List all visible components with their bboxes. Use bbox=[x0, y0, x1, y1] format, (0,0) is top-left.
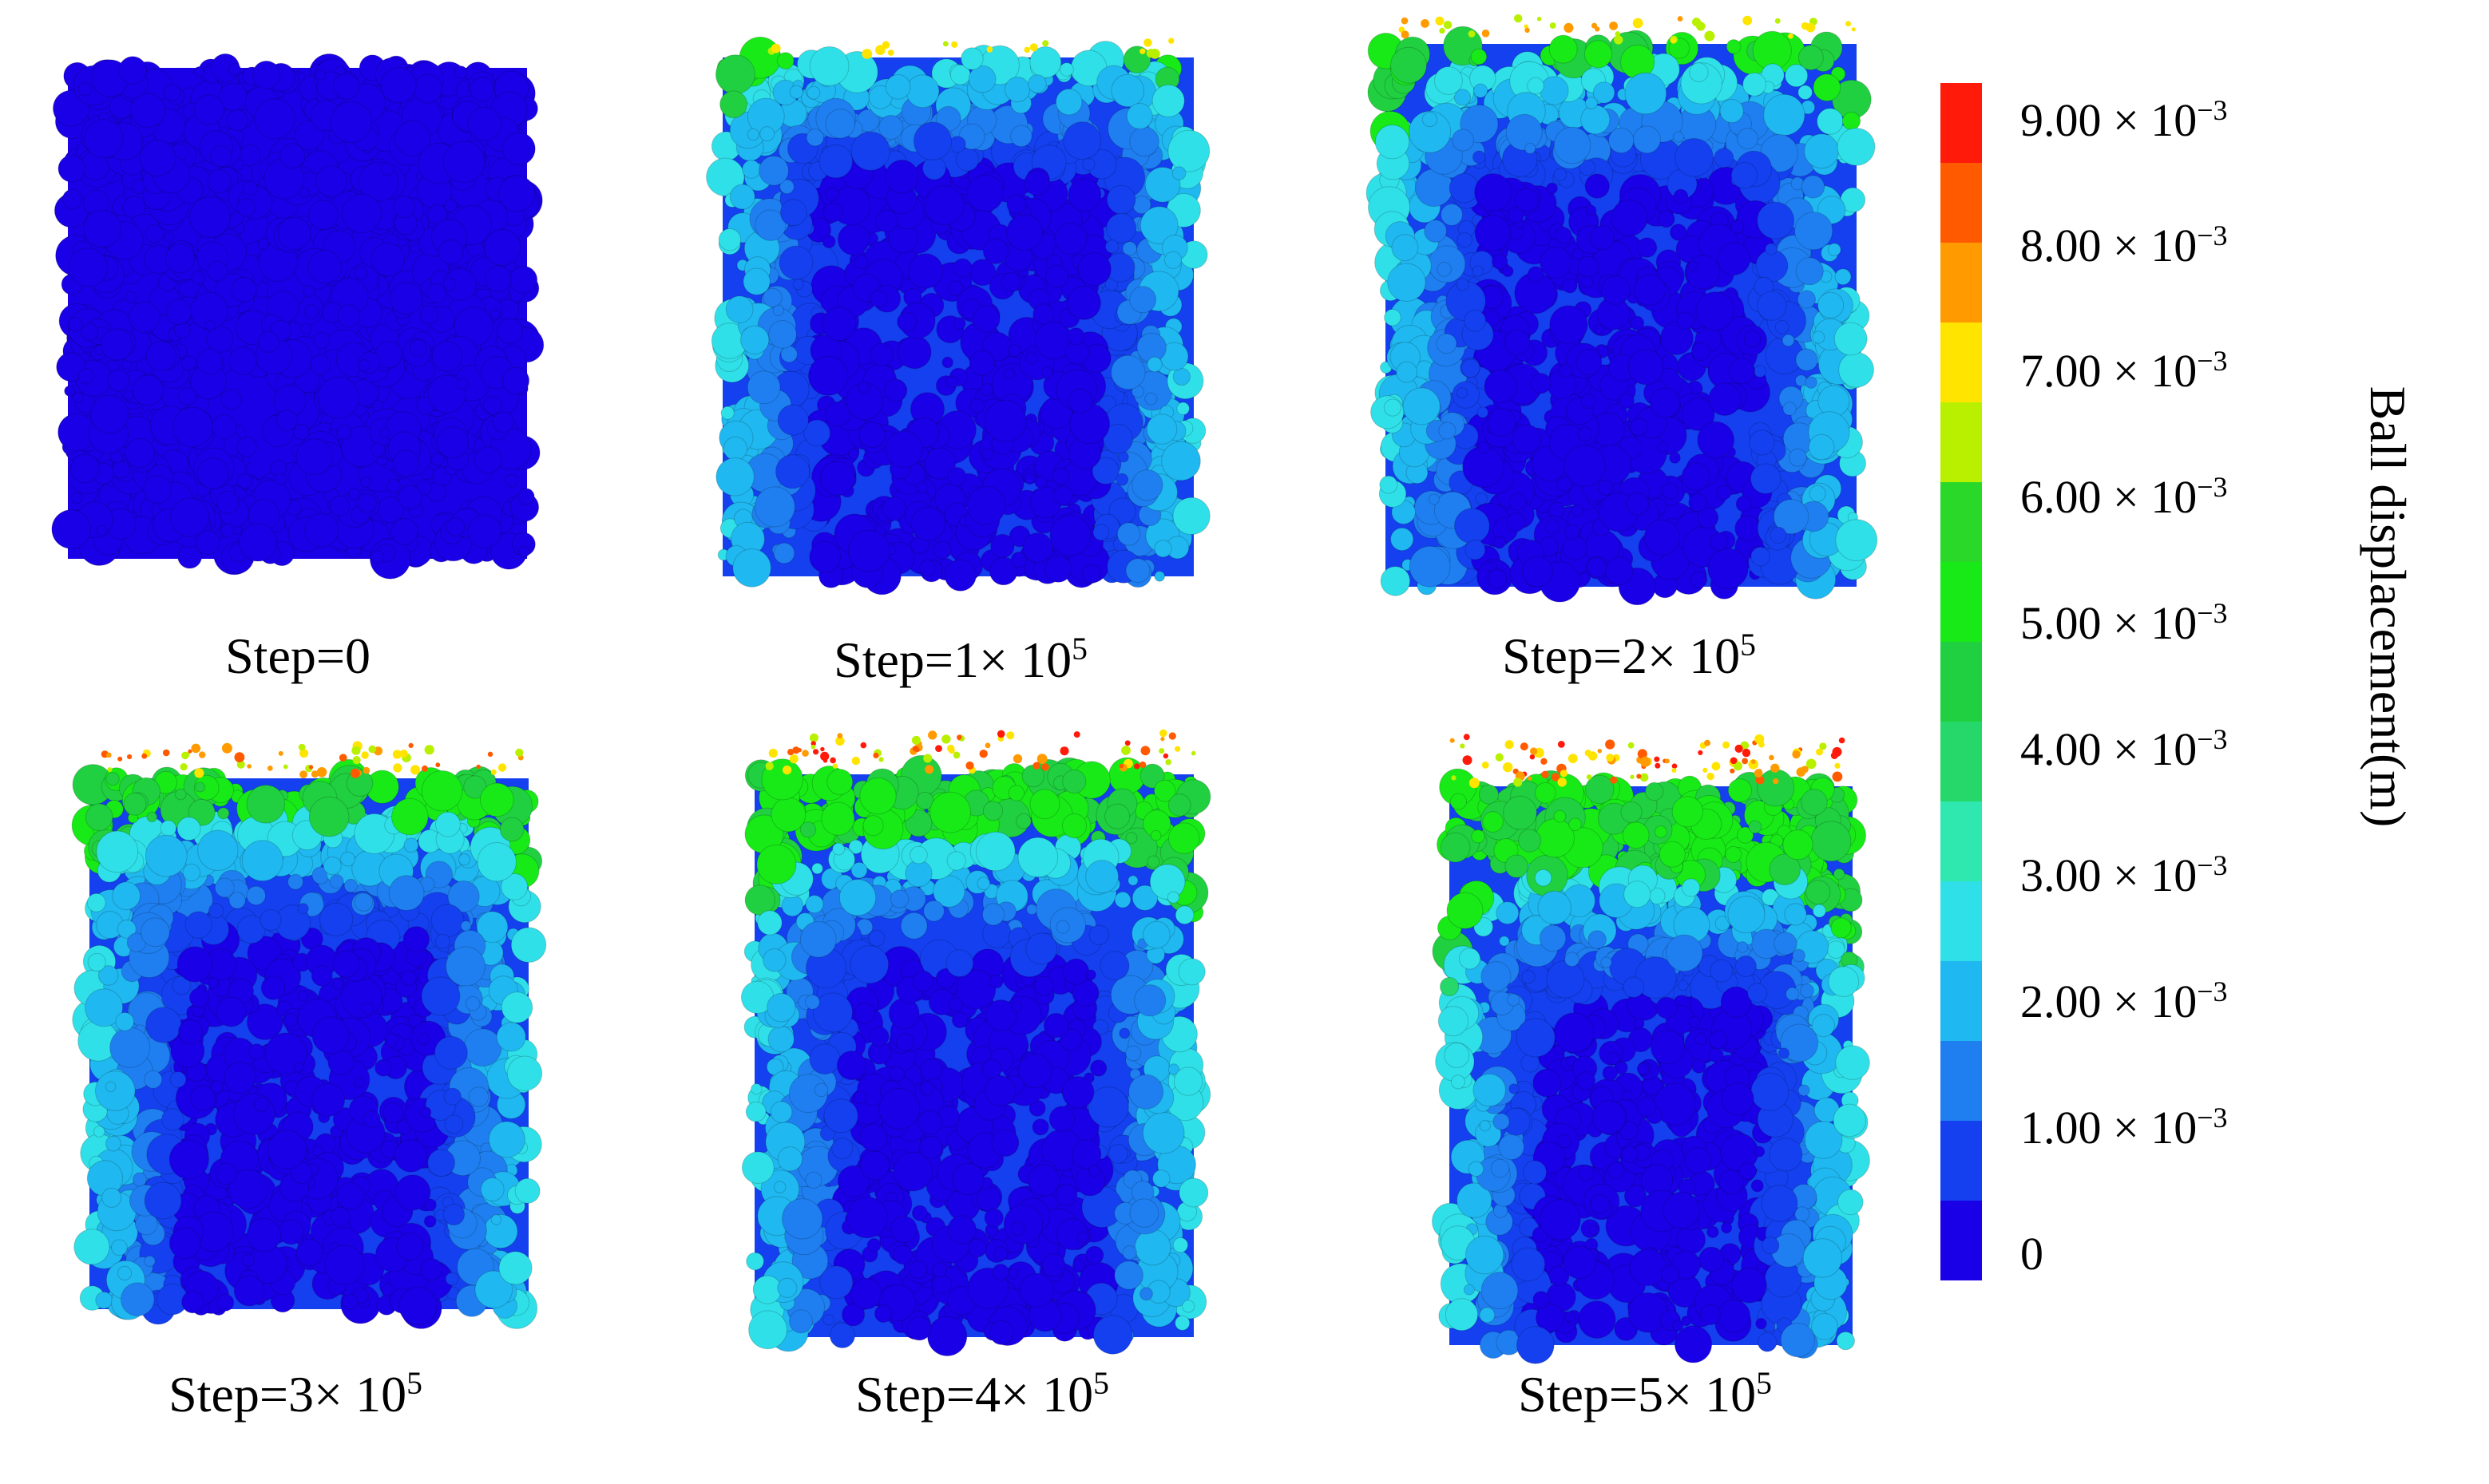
colorbar-segment bbox=[1940, 163, 1982, 243]
panel-step-2e5 bbox=[1365, 14, 1878, 606]
caption-step-1e5: Step=1× 105 bbox=[834, 631, 1088, 688]
colorbar-tick-label: 7.00 × 10−3 bbox=[2020, 345, 2228, 397]
colorbar-segment bbox=[1940, 1121, 1982, 1201]
caption-step-5e5: Step=5× 105 bbox=[1518, 1366, 1772, 1423]
colorbar-segment bbox=[1940, 482, 1982, 562]
colorbar-segment bbox=[1940, 83, 1982, 163]
caption-step-4e5: Step=4× 105 bbox=[855, 1366, 1109, 1423]
colorbar-segment bbox=[1940, 402, 1982, 482]
colorbar-tick-label: 4.00 × 10−3 bbox=[2020, 723, 2228, 775]
colorbar-tick-label: 9.00 × 10−3 bbox=[2020, 94, 2228, 146]
caption-step-3e5: Step=3× 105 bbox=[168, 1366, 422, 1423]
colorbar-segment bbox=[1940, 642, 1982, 722]
caption-step-2e5: Step=2× 105 bbox=[1502, 627, 1756, 684]
panel-step-5e5 bbox=[1432, 734, 1870, 1364]
panel-step-0 bbox=[51, 53, 545, 580]
panel-step-4e5 bbox=[740, 729, 1211, 1357]
colorbar-tick-label: 5.00 × 10−3 bbox=[2020, 597, 2228, 649]
colorbar bbox=[1940, 83, 1982, 1280]
colorbar-segment bbox=[1940, 1041, 1982, 1121]
colorbar-tick-label: 3.00 × 10−3 bbox=[2020, 849, 2228, 901]
colorbar-segment bbox=[1940, 801, 1982, 881]
panel-step-3e5 bbox=[71, 741, 547, 1329]
colorbar-tick-label: 6.00 × 10−3 bbox=[2020, 471, 2228, 523]
colorbar-segment bbox=[1940, 1201, 1982, 1280]
caption-step-0: Step=0 bbox=[225, 627, 371, 684]
colorbar-tick-label: 0 bbox=[2020, 1228, 2043, 1280]
colorbar-title: Ball displacement(m) bbox=[2360, 386, 2416, 828]
colorbar-tick-label: 2.00 × 10−3 bbox=[2020, 975, 2228, 1027]
colorbar-tick-label: 1.00 × 10−3 bbox=[2020, 1102, 2228, 1154]
colorbar-segment bbox=[1940, 722, 1982, 801]
colorbar-segment bbox=[1940, 323, 1982, 402]
panel-step-1e5 bbox=[706, 36, 1211, 596]
colorbar-tick-label: 8.00 × 10−3 bbox=[2020, 220, 2228, 271]
colorbar-segment bbox=[1940, 243, 1982, 323]
colorbar-segment bbox=[1940, 562, 1982, 642]
colorbar-segment bbox=[1940, 961, 1982, 1041]
colorbar-segment bbox=[1940, 881, 1982, 961]
